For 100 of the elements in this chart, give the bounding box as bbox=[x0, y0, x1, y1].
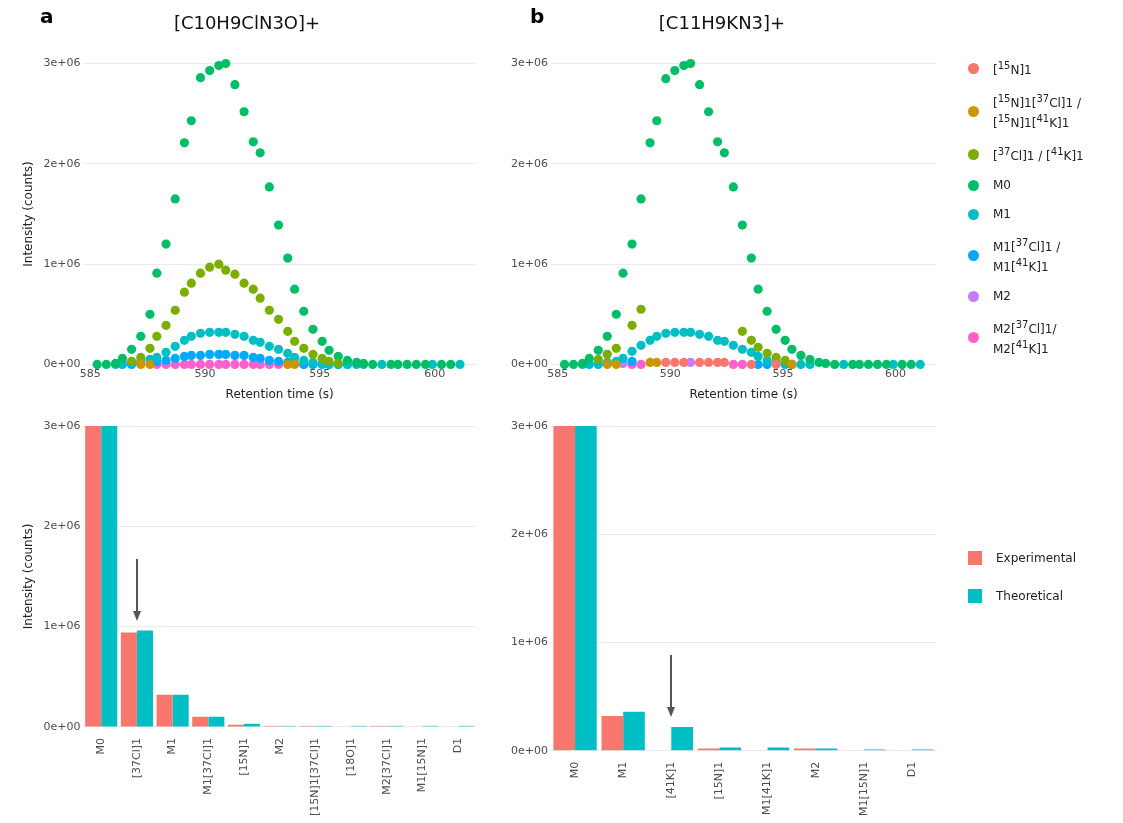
x-tick-label: M2[37Cl]1 bbox=[379, 737, 393, 795]
point bbox=[636, 304, 646, 314]
x-tick-label: M0 bbox=[94, 737, 108, 755]
point bbox=[186, 350, 196, 360]
point bbox=[264, 305, 274, 315]
point bbox=[737, 344, 747, 354]
point bbox=[239, 331, 249, 341]
y-axis-title: Intensity (counts) bbox=[21, 523, 36, 630]
point bbox=[239, 359, 249, 369]
bar bbox=[767, 747, 790, 751]
point bbox=[264, 341, 274, 351]
point bbox=[393, 359, 403, 369]
y-axis-title: Intensity (counts) bbox=[21, 161, 36, 267]
point bbox=[737, 326, 747, 336]
point bbox=[205, 349, 215, 359]
point bbox=[92, 359, 102, 369]
point bbox=[230, 359, 240, 369]
point bbox=[897, 359, 907, 369]
legend-label: [$^{37}$Cl]1 / [$^{41}$K]1 bbox=[993, 145, 1084, 164]
point bbox=[787, 344, 797, 354]
x-axis-title: Retention time (s) bbox=[225, 386, 334, 401]
point bbox=[627, 239, 637, 249]
point bbox=[273, 314, 284, 324]
x-tick-label: 600 bbox=[424, 366, 446, 380]
point bbox=[283, 348, 293, 358]
point bbox=[703, 357, 714, 367]
point bbox=[170, 305, 180, 315]
point bbox=[179, 287, 190, 297]
legend-label: M2 bbox=[993, 288, 1011, 304]
point bbox=[652, 357, 662, 367]
point bbox=[694, 80, 705, 90]
x-tick-label: [15N]1[37Cl]1 bbox=[308, 737, 322, 816]
point bbox=[645, 138, 655, 148]
point bbox=[186, 116, 196, 126]
point bbox=[670, 66, 680, 76]
point bbox=[906, 359, 916, 369]
point bbox=[195, 359, 206, 369]
point bbox=[255, 337, 265, 347]
point bbox=[746, 347, 756, 357]
point bbox=[593, 345, 603, 355]
point bbox=[661, 328, 671, 338]
point bbox=[618, 268, 628, 278]
point bbox=[290, 336, 300, 346]
point bbox=[559, 359, 570, 369]
y-tick-label: 1e+06 bbox=[43, 619, 81, 633]
point bbox=[685, 59, 696, 69]
x-tick-label: 595 bbox=[309, 366, 331, 380]
y-tick-label: 3e+06 bbox=[43, 418, 81, 432]
point bbox=[324, 345, 334, 355]
point bbox=[205, 66, 215, 76]
point bbox=[342, 355, 353, 365]
bar bbox=[136, 630, 153, 727]
point bbox=[230, 350, 240, 360]
y-tick-label: 2e+06 bbox=[43, 519, 81, 533]
point bbox=[602, 349, 612, 359]
x-tick-label: D1 bbox=[451, 737, 465, 754]
point bbox=[636, 194, 646, 204]
point bbox=[317, 336, 327, 346]
point bbox=[645, 335, 655, 345]
point bbox=[746, 253, 756, 263]
point bbox=[195, 268, 206, 278]
point bbox=[195, 350, 206, 360]
point bbox=[239, 107, 249, 117]
point bbox=[299, 306, 309, 316]
bar bbox=[719, 747, 742, 751]
point bbox=[377, 359, 387, 369]
x-tick-label: [15N]1 bbox=[712, 761, 726, 800]
point bbox=[568, 359, 579, 369]
point bbox=[611, 343, 621, 353]
bar bbox=[575, 426, 597, 751]
point bbox=[117, 353, 128, 363]
point bbox=[273, 344, 284, 354]
point bbox=[195, 328, 206, 338]
point bbox=[255, 353, 265, 363]
legend-label: M0 bbox=[993, 177, 1011, 193]
y-tick-label: 1e+06 bbox=[511, 256, 548, 270]
point bbox=[420, 359, 431, 369]
point bbox=[719, 336, 729, 346]
point bbox=[728, 340, 738, 350]
bar bbox=[601, 716, 624, 751]
x-tick-label: 600 bbox=[884, 366, 906, 380]
point bbox=[264, 355, 274, 365]
point bbox=[652, 331, 662, 341]
point bbox=[248, 284, 258, 294]
point bbox=[230, 269, 240, 279]
point bbox=[273, 220, 284, 230]
point bbox=[195, 73, 206, 83]
y-tick-label: 0e+00 bbox=[43, 357, 81, 371]
point bbox=[881, 359, 892, 369]
x-tick-label: D1 bbox=[904, 761, 918, 778]
y-tick-label: 0e+00 bbox=[511, 357, 548, 371]
y-tick-label: 0e+00 bbox=[511, 743, 548, 757]
point bbox=[170, 194, 180, 204]
point bbox=[627, 346, 637, 356]
x-tick-label: [15N]1 bbox=[236, 737, 250, 776]
legend-label: M2[$^{37}$Cl]1/ M2[$^{41}$K]1 bbox=[993, 318, 1058, 357]
point bbox=[179, 138, 190, 148]
chart-title: [C11H9KN3]+ bbox=[658, 12, 786, 34]
point bbox=[161, 320, 171, 330]
point bbox=[611, 309, 621, 319]
